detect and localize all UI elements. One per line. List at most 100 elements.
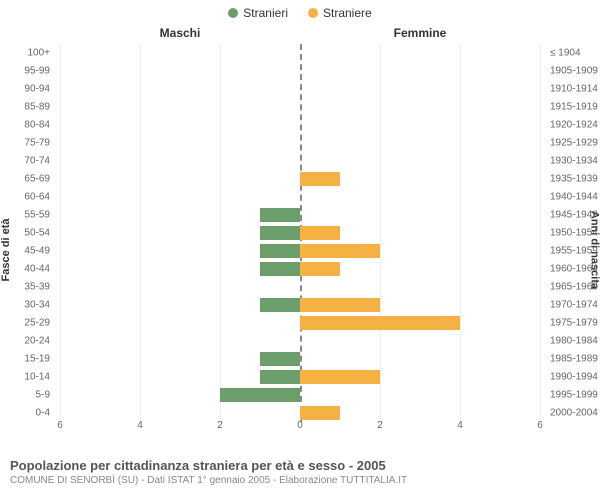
y-right-label: 1980-1984 — [550, 336, 598, 347]
y-left-label: 25-29 — [24, 318, 50, 329]
y-right-label: 1970-1974 — [550, 300, 598, 311]
y-right-label: 1955-1959 — [550, 246, 598, 257]
x-tick-label: 0 — [297, 420, 303, 431]
y-left-label: 5-9 — [36, 390, 50, 401]
y-right-label: 1965-1969 — [550, 282, 598, 293]
y-right-label: 1930-1934 — [550, 156, 598, 167]
y-right-label: 1960-1964 — [550, 264, 598, 275]
x-axis-labels: 0224466 — [60, 420, 540, 434]
y-right-label: 1905-1909 — [550, 66, 598, 77]
bar-row — [60, 388, 540, 402]
x-tick-label: 2 — [377, 420, 383, 431]
bar-row — [60, 190, 540, 204]
y-left-labels: 100+ 95-99 90-94 85-89 80-84 75-79 70-74 65-69 6… — [0, 44, 56, 422]
bar-row — [60, 118, 540, 132]
bar-row — [60, 280, 540, 294]
y-left-label: 15-19 — [24, 354, 50, 365]
y-right-label: ≤ 1904 — [550, 48, 581, 59]
bar-male — [260, 226, 300, 240]
y-left-label: 45-49 — [24, 246, 50, 257]
chart-container: Stranieri Straniere Maschi Femmine Fasce… — [0, 0, 600, 500]
y-right-label: 1985-1989 — [550, 354, 598, 365]
bar-male — [220, 388, 300, 402]
bar-row — [60, 46, 540, 60]
y-left-label: 85-89 — [24, 102, 50, 113]
circle-icon — [228, 8, 238, 18]
bar-male — [260, 244, 300, 258]
bar-male — [260, 208, 300, 222]
header-female: Femmine — [300, 26, 540, 40]
y-left-label: 40-44 — [24, 264, 50, 275]
x-tick-label: 2 — [217, 420, 223, 431]
legend-label-female: Straniere — [323, 6, 372, 20]
x-tick-label: 4 — [457, 420, 463, 431]
y-left-label: 75-79 — [24, 138, 50, 149]
plot-area — [60, 44, 540, 422]
y-right-label: 1920-1924 — [550, 120, 598, 131]
bar-male — [260, 298, 300, 312]
bar-row — [60, 352, 540, 366]
bar-row — [60, 316, 540, 330]
y-right-label: 2000-2004 — [550, 408, 598, 419]
y-left-label: 65-69 — [24, 174, 50, 185]
bar-female — [300, 262, 340, 276]
bar-female — [300, 406, 340, 420]
bar-female — [300, 226, 340, 240]
bar-female — [300, 172, 340, 186]
bar-row — [60, 334, 540, 348]
chart-subtitle: COMUNE DI SENORBÌ (SU) - Dati ISTAT 1° g… — [10, 475, 590, 486]
y-right-label: 1935-1939 — [550, 174, 598, 185]
y-left-label: 55-59 — [24, 210, 50, 221]
y-right-labels: ≤ 1904 1905-1909 1910-1914 1915-1919 1920-19… — [544, 44, 600, 422]
y-left-label: 90-94 — [24, 84, 50, 95]
bar-female — [300, 316, 460, 330]
y-left-label: 95-99 — [24, 66, 50, 77]
y-right-label: 1950-1954 — [550, 228, 598, 239]
bar-row — [60, 100, 540, 114]
bar-row — [60, 64, 540, 78]
bar-row — [60, 406, 540, 420]
bar-male — [260, 352, 300, 366]
bar-row — [60, 370, 540, 384]
legend-item-male: Stranieri — [228, 6, 288, 20]
bar-male — [260, 370, 300, 384]
legend-label-male: Stranieri — [243, 6, 288, 20]
y-left-label: 70-74 — [24, 156, 50, 167]
y-right-label: 1915-1919 — [550, 102, 598, 113]
y-left-label: 80-84 — [24, 120, 50, 131]
circle-icon — [308, 8, 318, 18]
x-tick-label: 6 — [57, 420, 63, 431]
chart-title: Popolazione per cittadinanza straniera p… — [10, 458, 590, 473]
x-tick-label: 6 — [537, 420, 543, 431]
y-left-label: 30-34 — [24, 300, 50, 311]
legend: Stranieri Straniere — [0, 0, 600, 20]
y-right-label: 1990-1994 — [550, 372, 598, 383]
bar-row — [60, 136, 540, 150]
y-right-label: 1940-1944 — [550, 192, 598, 203]
y-right-label: 1995-1999 — [550, 390, 598, 401]
column-headers: Maschi Femmine — [60, 26, 540, 40]
y-right-label: 1910-1914 — [550, 84, 598, 95]
y-left-label: 100+ — [27, 48, 50, 59]
y-left-label: 20-24 — [24, 336, 50, 347]
bar-row — [60, 172, 540, 186]
bar-female — [300, 244, 380, 258]
bar-row — [60, 154, 540, 168]
gridline — [540, 44, 541, 422]
bar-female — [300, 298, 380, 312]
y-left-label: 35-39 — [24, 282, 50, 293]
y-right-label: 1975-1979 — [550, 318, 598, 329]
bar-row — [60, 262, 540, 276]
y-left-label: 50-54 — [24, 228, 50, 239]
bar-male — [260, 262, 300, 276]
legend-item-female: Straniere — [308, 6, 372, 20]
y-left-label: 10-14 — [24, 372, 50, 383]
y-right-label: 1945-1949 — [550, 210, 598, 221]
footer: Popolazione per cittadinanza straniera p… — [10, 458, 590, 486]
y-right-label: 1925-1929 — [550, 138, 598, 149]
bar-row — [60, 298, 540, 312]
bar-female — [300, 370, 380, 384]
y-left-label: 60-64 — [24, 192, 50, 203]
bar-row — [60, 82, 540, 96]
header-male: Maschi — [60, 26, 300, 40]
